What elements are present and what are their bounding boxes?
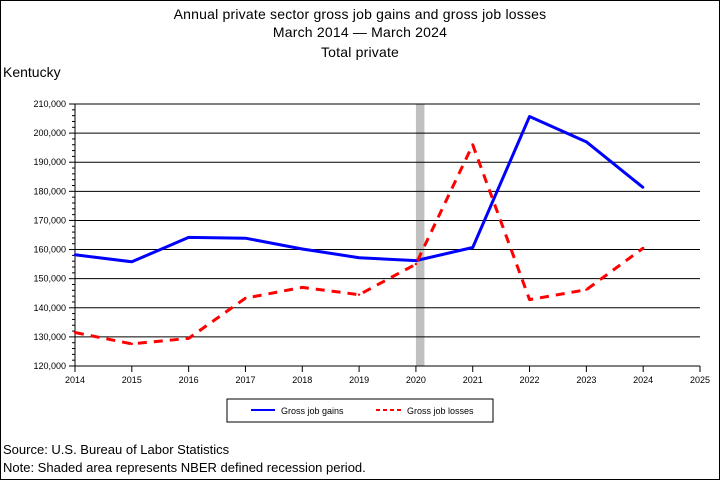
y-tick-label: 130,000 [33,332,66,342]
point-losses [585,288,588,291]
x-tick-label: 2022 [520,375,540,385]
y-tick-label: 160,000 [33,245,66,255]
x-tick-label: 2025 [690,375,710,385]
point-gains [357,256,361,259]
point-losses [357,293,361,296]
x-tick-label: 2021 [463,375,483,385]
x-tick-label: 2016 [179,375,199,385]
y-tick-label: 210,000 [33,99,66,109]
legend-label-gains: Gross job gains [281,406,344,416]
point-gains [585,140,588,144]
x-tick-label: 2015 [122,375,142,385]
x-tick-label: 2017 [235,375,255,385]
point-gains [301,247,304,251]
y-tick-label: 150,000 [33,274,66,284]
point-gains [471,246,474,249]
point-losses [130,342,134,346]
recession-note: Note: Shaded area represents NBER define… [3,460,366,475]
point-losses [414,262,418,266]
point-gains [130,260,134,263]
point-losses [73,331,77,334]
legend-label-losses: Gross job losses [407,406,474,416]
point-losses [187,337,190,340]
x-tick-label: 2024 [633,375,653,385]
x-tick-label: 2023 [576,375,596,385]
legend: Gross job gains Gross job losses [226,398,494,423]
point-losses [244,296,247,300]
point-gains [73,253,77,256]
x-tick-label: 2020 [406,375,426,385]
point-gains [244,237,247,240]
point-losses [528,298,531,301]
series-line-gains [74,115,645,264]
recession-band [415,104,425,366]
point-gains [528,115,531,118]
y-tick-label: 140,000 [33,303,66,313]
source-note: Source: U.S. Bureau of Labor Statistics [3,442,230,457]
y-tick-label: 170,000 [33,215,66,225]
legend-box [226,398,494,423]
point-losses [641,246,645,250]
y-tick-label: 190,000 [33,157,66,167]
point-losses [471,143,474,146]
point-gains [641,186,645,189]
y-tick-label: 180,000 [33,186,66,196]
x-tick-label: 2019 [349,375,369,385]
point-losses [301,286,304,289]
y-tick-label: 200,000 [33,128,66,138]
region-label: Kentucky [3,64,61,80]
chart-subtitle-period: March 2014 — March 2024 [272,24,448,40]
point-gains [187,236,190,239]
chart-subtitle-industry: Total private [320,44,400,60]
chart-title: Annual private sector gross job gains an… [173,6,547,22]
y-tick-label: 120,000 [33,361,66,371]
x-tick-label: 2018 [292,375,312,385]
series-line-losses [74,143,645,346]
x-tick-label: 2014 [65,375,85,385]
